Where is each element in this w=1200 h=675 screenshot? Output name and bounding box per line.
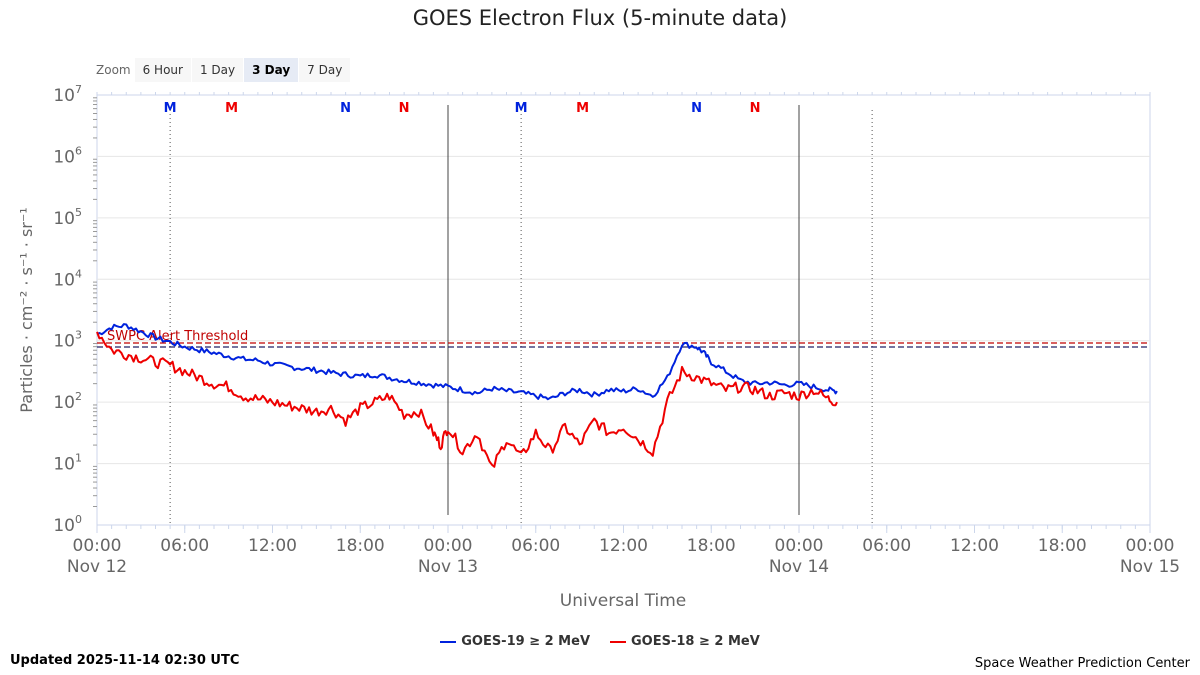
y-tick-label: 107 [53, 83, 82, 106]
y-tick-label: 104 [53, 267, 82, 290]
marker-label: N [340, 101, 351, 116]
x-tick-label: 00:00 [775, 536, 824, 556]
y-tick-label: 100 [53, 513, 82, 536]
y-tick-label: 101 [53, 452, 82, 475]
legend-item-goes18[interactable]: GOES-18 ≥ 2 MeV [610, 634, 760, 649]
x-tick-date: Nov 12 [67, 557, 127, 577]
x-tick-label: 18:00 [687, 536, 736, 556]
zoom-3-day-button[interactable]: 3 Day [244, 58, 299, 82]
y-tick-label: 103 [53, 329, 82, 352]
chart-title: GOES Electron Flux (5-minute data) [412, 6, 788, 30]
marker-label: M [164, 101, 177, 116]
series-line-goes18 [96, 331, 838, 468]
zoom-6-hour-button[interactable]: 6 Hour [134, 58, 191, 82]
legend-label-goes18: GOES-18 ≥ 2 MeV [631, 634, 760, 649]
marker-label: M [515, 101, 528, 116]
legend-swatch-goes19 [440, 640, 457, 643]
zoom-1-day-button[interactable]: 1 Day [191, 58, 244, 82]
x-tick-label: 12:00 [950, 536, 999, 556]
zoom-label: Zoom [96, 63, 131, 77]
legend: GOES-19 ≥ 2 MeV GOES-18 ≥ 2 MeV [0, 634, 1200, 649]
y-tick-label: 106 [53, 144, 82, 167]
series-line-goes19 [96, 323, 838, 401]
x-tick-date: Nov 13 [418, 557, 478, 577]
y-axis-title: Particles · cm⁻² · s⁻¹ · sr⁻¹ [17, 207, 36, 412]
x-tick-label: 00:00 [1126, 536, 1175, 556]
marker-label: M [225, 101, 238, 116]
x-tick-label: 12:00 [599, 536, 648, 556]
x-tick-label: 00:00 [73, 536, 122, 556]
x-tick-date: Nov 15 [1120, 557, 1180, 577]
legend-item-goes19[interactable]: GOES-19 ≥ 2 MeV [440, 634, 590, 649]
x-tick-label: 18:00 [336, 536, 385, 556]
x-tick-label: 06:00 [862, 536, 911, 556]
marker-label: N [691, 101, 702, 116]
x-tick-date: Nov 14 [769, 557, 829, 577]
x-tick-label: 12:00 [248, 536, 297, 556]
marker-label: N [750, 101, 761, 116]
x-tick-label: 00:00 [424, 536, 473, 556]
x-tick-label: 06:00 [160, 536, 209, 556]
x-axis-title: Universal Time [560, 591, 686, 611]
updated-timestamp: Updated 2025-11-14 02:30 UTC [10, 653, 240, 668]
credit-text: Space Weather Prediction Center [974, 656, 1190, 671]
marker-label: M [576, 101, 589, 116]
legend-label-goes19: GOES-19 ≥ 2 MeV [461, 634, 590, 649]
x-tick-label: 18:00 [1038, 536, 1087, 556]
y-tick-label: 105 [53, 206, 82, 229]
x-tick-label: 06:00 [511, 536, 560, 556]
zoom-7-day-button[interactable]: 7 Day [299, 58, 351, 82]
marker-label: N [399, 101, 410, 116]
legend-swatch-goes18 [610, 640, 626, 643]
y-tick-label: 102 [53, 390, 82, 413]
plot-border [96, 94, 1151, 526]
zoom-controls: Zoom 6 Hour 1 Day 3 Day 7 Day [92, 58, 351, 82]
